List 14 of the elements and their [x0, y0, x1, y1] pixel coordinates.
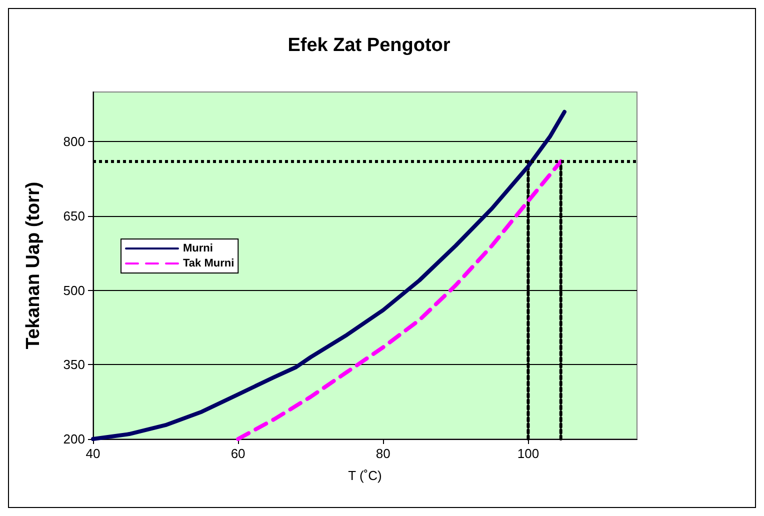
- chart-title: Efek Zat Pengotor: [288, 35, 451, 56]
- x-tick-label: 100: [517, 446, 540, 461]
- x-tick-label: 60: [230, 446, 246, 461]
- x-axis-title: T (˚C): [348, 468, 382, 483]
- y-tick-label: 200: [63, 432, 85, 446]
- y-axis-title: Tekanan Uap (torr): [23, 182, 44, 350]
- y-tick-label: 350: [63, 357, 85, 372]
- legend-label: Tak Murni: [183, 258, 234, 270]
- y-tick-label: 500: [63, 282, 85, 298]
- y-tick-label: 650: [63, 208, 85, 224]
- x-tick-label: 80: [376, 446, 390, 461]
- x-tick-label: 40: [86, 446, 100, 461]
- legend-label: Murni: [183, 242, 213, 254]
- y-tick-label: 800: [63, 134, 85, 150]
